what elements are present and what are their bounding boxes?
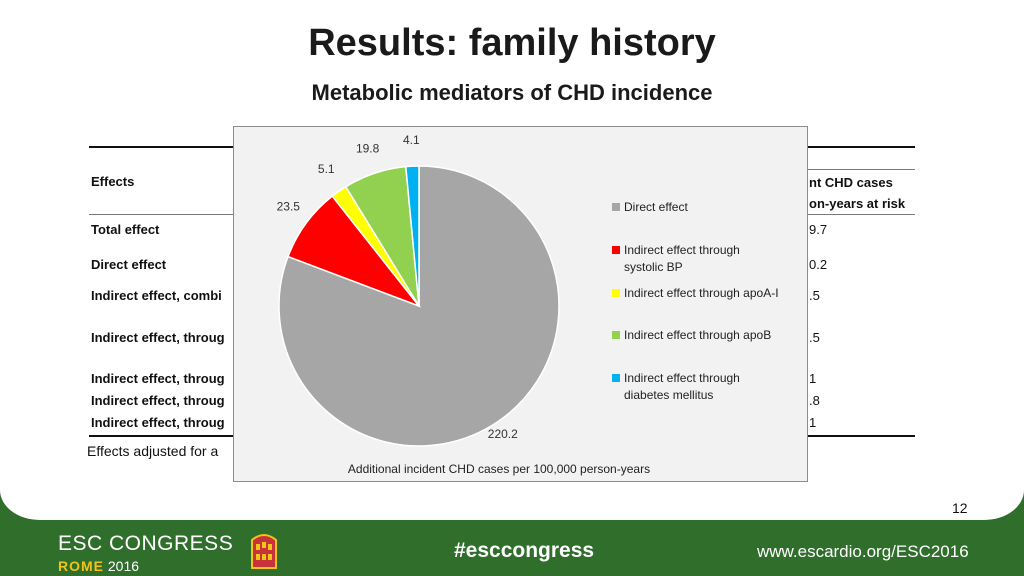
pie-value-label: 220.2 <box>488 427 518 441</box>
footer-brand: ESC CONGRESS ROME 2016 <box>58 532 233 574</box>
table-row-value: 0.2 <box>809 257 828 272</box>
legend-label: Indirect effect through <box>624 371 740 385</box>
table-row-value: .8 <box>809 393 820 408</box>
table-header-person-years: on-years at risk <box>809 196 906 211</box>
pie-value-label: 23.5 <box>277 199 301 213</box>
table-footnote: Effects adjusted for a <box>87 443 219 459</box>
table-row-label: Indirect effect, combi <box>91 288 222 303</box>
legend-label: Indirect effect through apoB <box>624 328 771 342</box>
brand-name: ESC CONGRESS <box>58 532 234 555</box>
table-row-label: Indirect effect, throug <box>91 330 225 345</box>
legend-swatch <box>612 374 620 382</box>
colosseum-logo-icon <box>251 534 277 569</box>
table-row-label: Indirect effect, throug <box>91 393 225 408</box>
pie-value-label: 5.1 <box>318 162 335 176</box>
legend-label: Indirect effect through <box>624 243 740 257</box>
slide-title: Results: family history <box>308 22 716 64</box>
pie-value-label: 4.1 <box>403 133 420 147</box>
table-row-value: 9.7 <box>809 222 828 237</box>
table-row-label: Indirect effect, throug <box>91 371 225 386</box>
brand-city: ROME <box>58 558 104 574</box>
pie-value-label: 19.8 <box>356 141 380 155</box>
table-row-value: 1 <box>809 371 817 386</box>
table-row-value: .5 <box>809 330 820 345</box>
chart-xlabel: Additional incident CHD cases per 100,00… <box>348 462 650 476</box>
legend-swatch <box>612 331 620 339</box>
table-row-value: 1 <box>809 415 817 430</box>
pie-chart: 220.2 23.5 5.1 19.8 4.1 Direct effect Indirect… <box>233 126 808 482</box>
legend-swatch <box>612 203 620 211</box>
pie-chart-canvas: 220.2 23.5 5.1 19.8 4.1 Direct effect Indirect… <box>277 133 779 476</box>
table-row-label: Direct effect <box>91 257 167 272</box>
footer-hashtag: #esccongress <box>454 539 595 562</box>
legend-label: Direct effect <box>624 200 688 214</box>
legend-label: Indirect effect through apoA-I <box>624 286 779 300</box>
page-number: 12 <box>952 500 968 516</box>
slide-subtitle: Metabolic mediators of CHD incidence <box>311 80 713 105</box>
table-header-rule-right <box>808 169 915 170</box>
brand-edition: ROME 2016 <box>58 558 233 574</box>
legend-swatch <box>612 289 620 297</box>
legend-label: systolic BP <box>624 260 683 274</box>
table-row-label: Total effect <box>91 222 160 237</box>
footer-website[interactable]: www.escardio.org/ESC2016 <box>757 542 969 561</box>
table-row-label: Indirect effect, throug <box>91 415 225 430</box>
brand-year: 2016 <box>107 558 140 574</box>
legend-label: diabetes mellitus <box>624 388 713 402</box>
pie-slice <box>404 165 420 307</box>
table-header-cases: nt CHD cases <box>809 175 893 190</box>
table-header-effects: Effects <box>91 174 135 189</box>
legend-swatch <box>612 246 620 254</box>
table-row-value: .5 <box>809 288 820 303</box>
slide: Results: family history Metabolic mediat… <box>0 0 1024 520</box>
